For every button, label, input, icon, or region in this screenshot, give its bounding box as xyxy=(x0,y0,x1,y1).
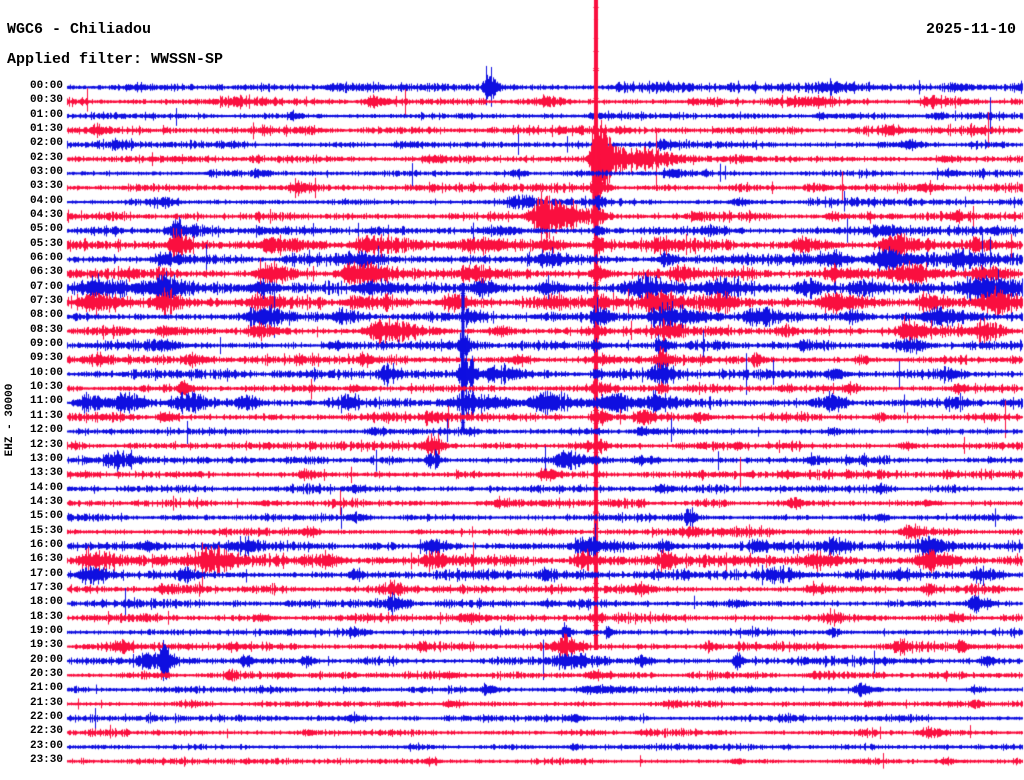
time-label: 20:30 xyxy=(29,667,63,680)
time-label: 09:30 xyxy=(29,352,63,365)
time-label: 12:30 xyxy=(29,438,63,451)
date-label: 2025-11-10 xyxy=(925,21,1016,38)
time-label: 17:30 xyxy=(29,581,63,594)
time-label: 03:30 xyxy=(29,180,63,193)
time-label: 10:30 xyxy=(29,381,63,394)
time-label: 23:00 xyxy=(29,739,63,752)
time-label: 23:30 xyxy=(29,753,63,766)
time-label: 13:00 xyxy=(29,452,63,465)
time-label: 21:30 xyxy=(29,696,63,709)
time-label: 15:00 xyxy=(29,510,63,523)
time-label: 17:00 xyxy=(29,567,63,580)
time-label: 00:00 xyxy=(29,80,63,92)
time-label: 02:30 xyxy=(29,151,63,164)
time-label: 15:30 xyxy=(29,524,63,537)
time-label: 01:30 xyxy=(29,123,63,136)
time-label: 07:30 xyxy=(29,295,63,308)
time-label: 08:30 xyxy=(29,323,63,336)
time-label: 18:00 xyxy=(29,596,63,609)
time-label: 19:00 xyxy=(29,624,63,637)
time-label: 13:30 xyxy=(29,467,63,480)
channel-scale-label: EHZ - 30000 xyxy=(4,383,16,457)
time-label: 18:30 xyxy=(29,610,63,623)
time-label: 14:30 xyxy=(29,495,63,508)
time-label: 03:00 xyxy=(29,166,63,179)
applied-filter-label: Applied filter: WWSSN-SP xyxy=(7,51,224,68)
time-label: 21:00 xyxy=(29,682,63,695)
time-label: 05:30 xyxy=(29,237,63,250)
time-label: 04:30 xyxy=(29,209,63,222)
time-label: 00:30 xyxy=(29,94,63,107)
time-label: 22:30 xyxy=(29,725,63,738)
time-label: 22:00 xyxy=(29,710,63,723)
time-label: 20:00 xyxy=(29,653,63,666)
time-label: 16:30 xyxy=(29,553,63,566)
time-label: 04:00 xyxy=(29,194,63,207)
time-label: 14:00 xyxy=(29,481,63,494)
time-label: 09:00 xyxy=(29,338,63,351)
time-label: 19:30 xyxy=(29,639,63,652)
time-label: 12:00 xyxy=(29,424,63,437)
time-label: 16:00 xyxy=(29,538,63,551)
time-label: 06:00 xyxy=(29,252,63,265)
time-label: 08:00 xyxy=(29,309,63,322)
station-title: WGC6 - Chiliadou xyxy=(7,21,152,38)
time-label: 07:00 xyxy=(29,280,63,293)
time-label: 11:00 xyxy=(29,395,63,408)
time-label: 10:00 xyxy=(29,366,63,379)
time-label: 05:00 xyxy=(29,223,63,236)
time-label: 01:00 xyxy=(29,108,63,121)
time-label: 11:30 xyxy=(29,409,63,422)
time-label: 06:30 xyxy=(29,266,63,279)
time-label: 02:00 xyxy=(29,137,63,150)
